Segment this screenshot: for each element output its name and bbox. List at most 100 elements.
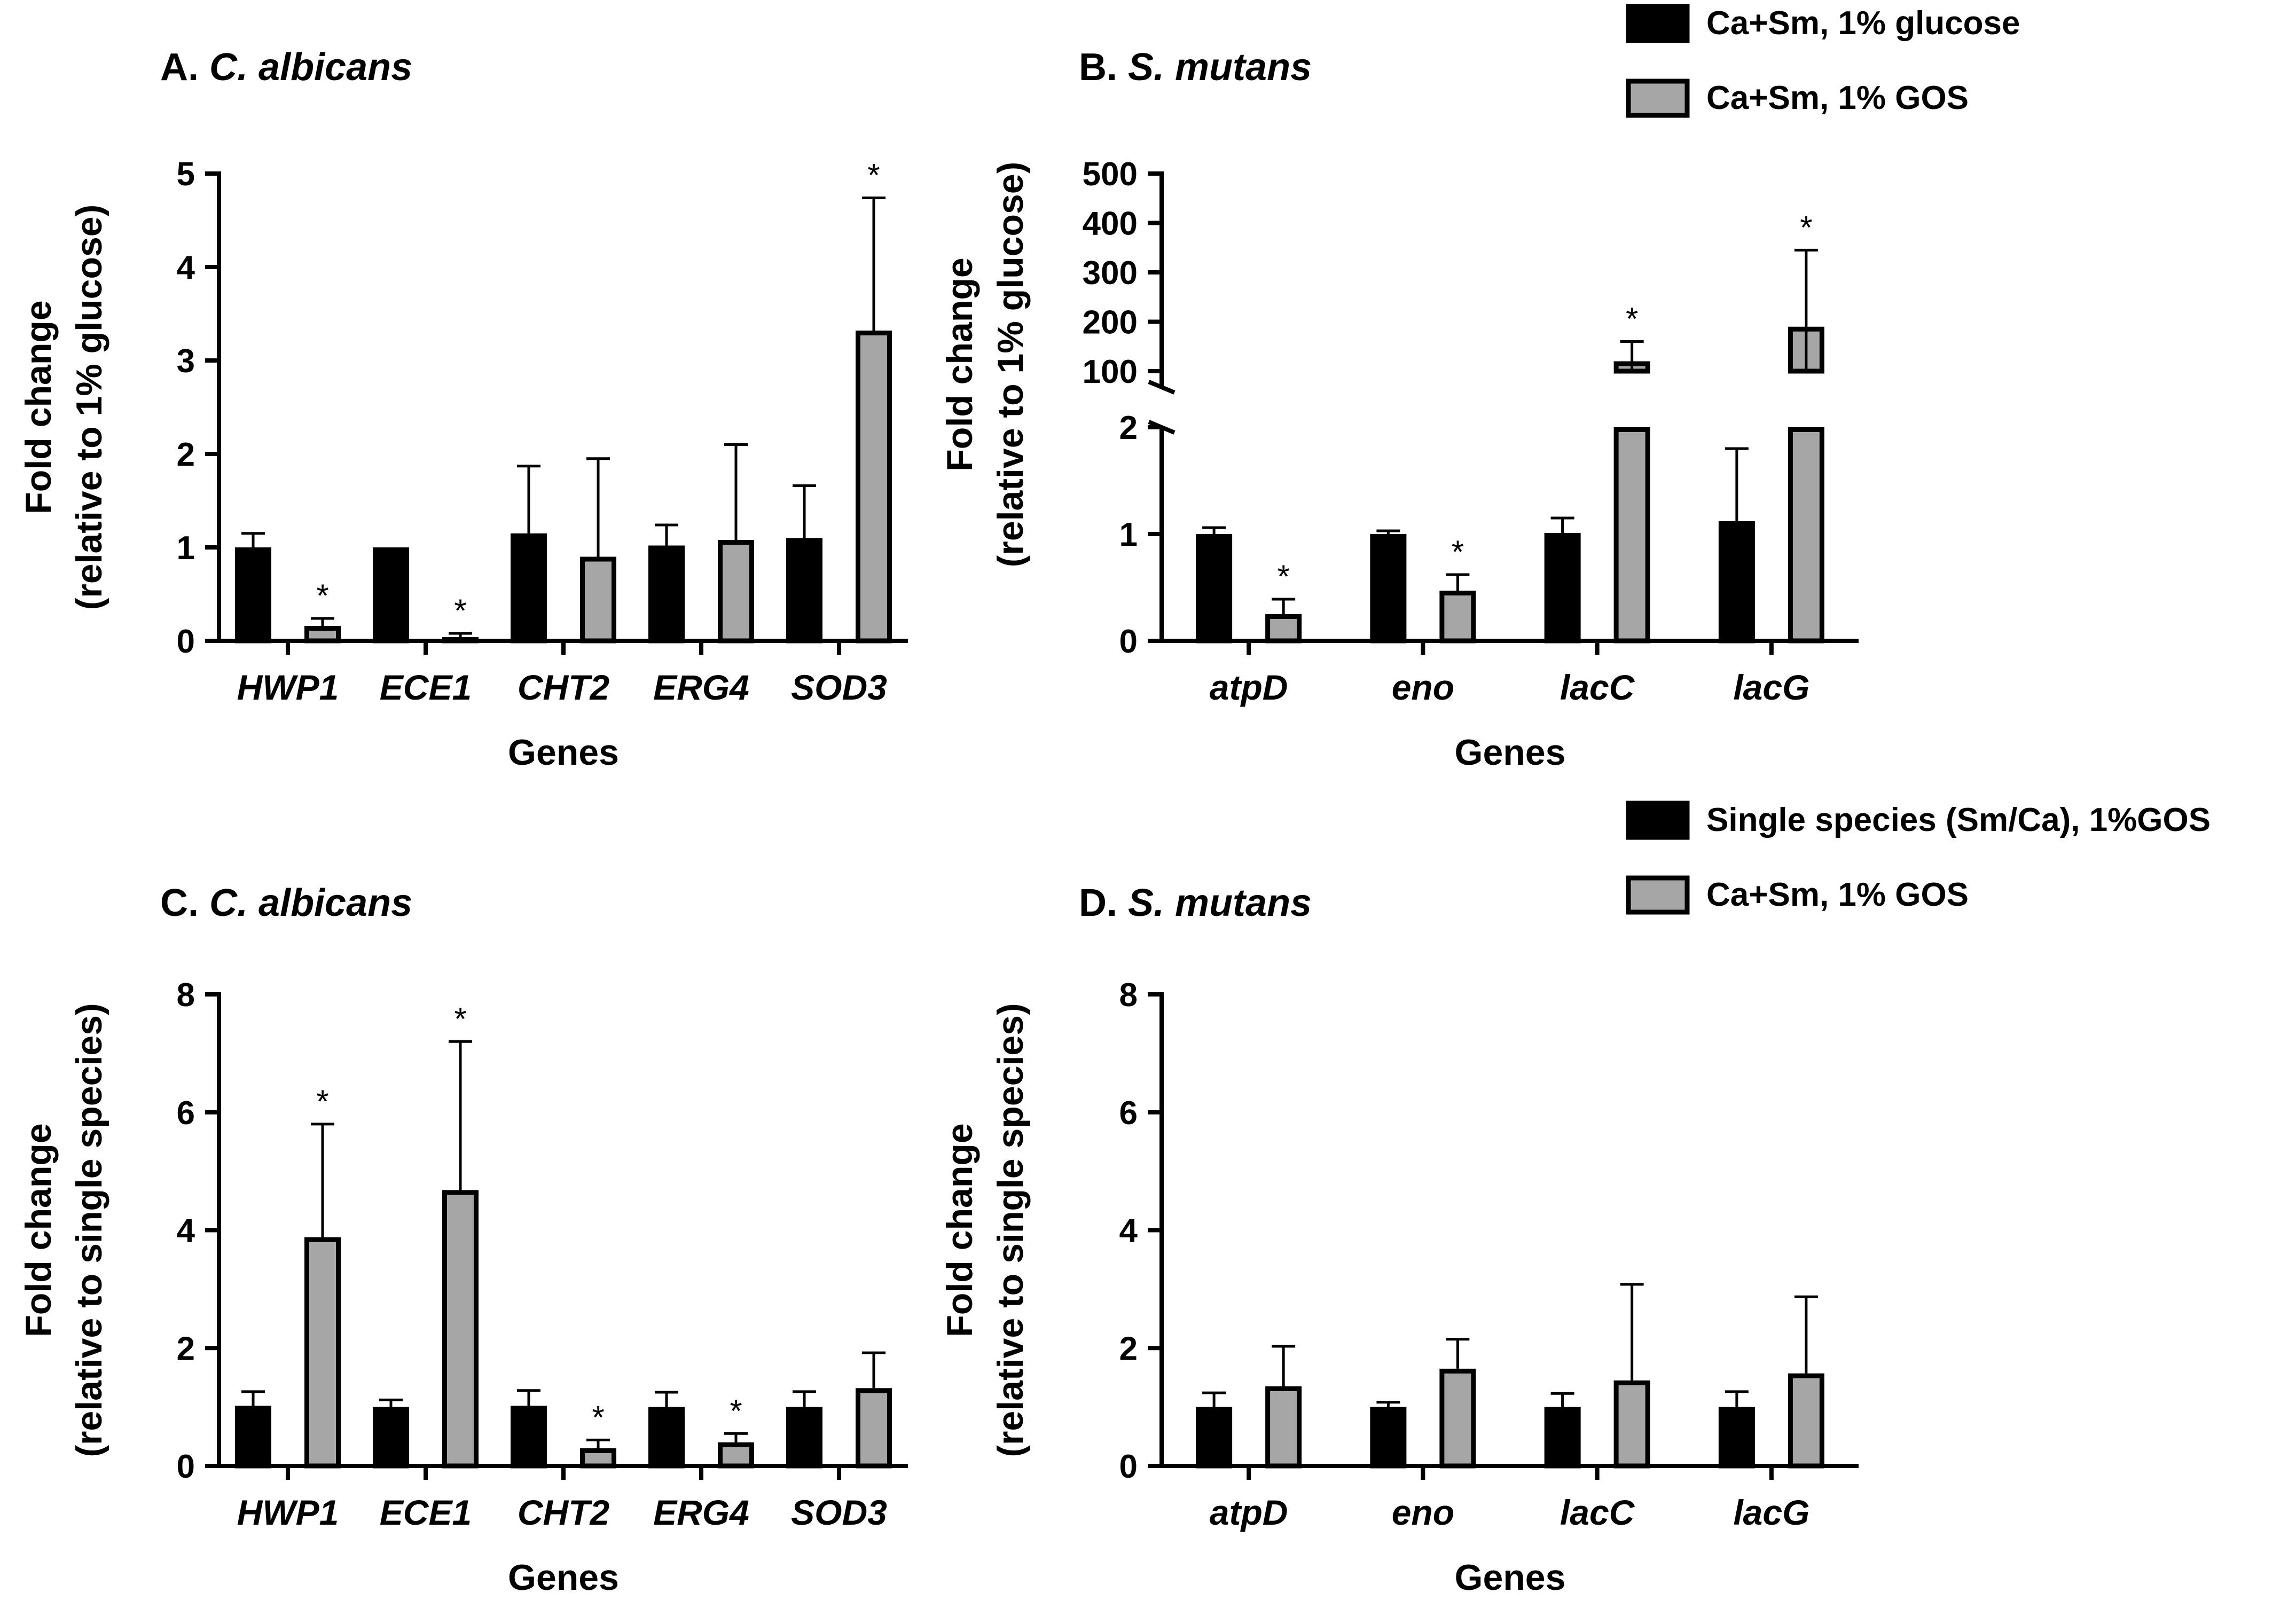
- bar: [1613, 1380, 1650, 1469]
- panel-b: B. S. mutans Fold change (relative to 1% g…: [939, 46, 1859, 773]
- legend-label: Ca+Sm, 1% GOS: [1706, 80, 1969, 116]
- bar: [373, 1407, 409, 1469]
- bar: [1265, 614, 1302, 644]
- significance-star: *: [867, 158, 880, 193]
- x-tick-label: atpD: [1210, 668, 1288, 707]
- y-tick-label: 1: [177, 530, 195, 567]
- x-tick-label: CHT2: [518, 1493, 610, 1532]
- y-tick-label: 4: [177, 249, 195, 286]
- bar: [1370, 1407, 1407, 1469]
- panel-species: S. mutans: [1128, 46, 1312, 89]
- x-tick-label: HWP1: [237, 668, 339, 707]
- bar: [442, 1190, 479, 1469]
- x-tick-label: ERG4: [653, 1493, 749, 1532]
- panel-title: A. C. albicans: [160, 46, 412, 89]
- bar: [1544, 1407, 1581, 1469]
- bar: [786, 1407, 822, 1469]
- x-tick-label: CHT2: [518, 668, 610, 707]
- x-axis-label: Genes: [508, 732, 619, 773]
- x-tick-label: eno: [1392, 1493, 1454, 1532]
- y-tick-label: 5: [177, 156, 195, 193]
- y-tick-label: 100: [1083, 354, 1138, 390]
- x-tick-label: lacG: [1733, 1493, 1809, 1532]
- y-axis-label-sub: (relative to 1% glucose): [990, 162, 1031, 568]
- x-tick-label: ECE1: [380, 1493, 472, 1532]
- x-tick-label: lacG: [1733, 668, 1809, 707]
- significance-star: *: [592, 1399, 604, 1435]
- legend-label: Ca+Sm, 1% glucose: [1706, 5, 2020, 42]
- legend-swatch: [1626, 875, 1690, 915]
- bar: [580, 556, 616, 644]
- panel-title: C. C. albicans: [160, 882, 412, 924]
- y-tick-label: 0: [177, 1448, 195, 1485]
- bar: [580, 1448, 616, 1469]
- bar: [1196, 534, 1233, 644]
- bar: [786, 538, 822, 644]
- y-axis-label: Fold change: [18, 1123, 59, 1337]
- bar: [1265, 1386, 1302, 1469]
- legend-swatch: [1626, 4, 1690, 43]
- y-axis-label-sub: (relative to single species): [69, 1003, 109, 1457]
- x-tick-label: HWP1: [237, 1493, 339, 1532]
- legend-swatch: [1626, 801, 1690, 840]
- y-tick-label: 4: [177, 1213, 195, 1250]
- legend-swatch: [1626, 79, 1690, 118]
- x-tick-label: SOD3: [791, 1493, 887, 1532]
- bar: [1788, 1373, 1824, 1469]
- x-axis-label: Genes: [508, 1557, 619, 1598]
- bar: [1788, 427, 1824, 644]
- bar: [1718, 1407, 1755, 1469]
- significance-star: *: [1452, 534, 1464, 570]
- x-tick-label: lacC: [1560, 668, 1635, 707]
- y-axis-label-sub: (relative to single species): [990, 1003, 1031, 1457]
- legend-a-b: Ca+Sm, 1% glucose Ca+Sm, 1% GOS: [1626, 4, 2020, 118]
- legend-c-d: Single species (Sm/Ca), 1%GOS Ca+Sm, 1% G…: [1626, 801, 2211, 915]
- significance-star: *: [730, 1393, 742, 1429]
- x-axis-label: Genes: [1455, 732, 1566, 773]
- y-tick-label: 3: [177, 343, 195, 380]
- panel-species: C. albicans: [209, 882, 412, 924]
- bar: [1439, 591, 1476, 644]
- panel-d: D. S. mutans Fold change (relative to sing…: [939, 882, 1859, 1598]
- y-tick-label: 200: [1083, 304, 1138, 341]
- y-tick-label: 8: [177, 977, 195, 1014]
- y-tick-label: 4: [1119, 1213, 1138, 1250]
- y-tick-label: 6: [1119, 1095, 1138, 1132]
- y-tick-label: 6: [177, 1095, 195, 1132]
- x-tick-label: SOD3: [791, 668, 887, 707]
- bar: [1544, 533, 1581, 644]
- x-tick-label: ERG4: [653, 668, 749, 707]
- bar: [1718, 521, 1755, 644]
- panel-title: D. S. mutans: [1079, 882, 1312, 924]
- y-axis-label-sub: (relative to 1% glucose): [69, 205, 109, 610]
- bar: [648, 545, 685, 644]
- significance-star: *: [1800, 209, 1812, 245]
- bar: [1196, 1407, 1233, 1469]
- y-tick-label: 2: [1119, 1330, 1138, 1367]
- y-tick-label: 2: [1119, 410, 1138, 446]
- bar: [1613, 427, 1650, 644]
- x-axis-label: Genes: [1455, 1557, 1566, 1598]
- bar: [856, 331, 892, 644]
- panel-letter: A.: [160, 46, 209, 89]
- y-tick-label: 2: [177, 1330, 195, 1367]
- panel-species: S. mutans: [1128, 882, 1312, 924]
- bar: [1439, 1368, 1476, 1469]
- significance-star: *: [316, 1084, 328, 1119]
- y-tick-label: 0: [177, 623, 195, 660]
- bar: [1370, 534, 1407, 644]
- panel-c: C. C. albicans Fold change (relative to si…: [18, 882, 908, 1598]
- y-tick-label: 1: [1119, 516, 1138, 553]
- bar: [648, 1407, 685, 1469]
- x-tick-label: ECE1: [380, 668, 472, 707]
- y-tick-label: 500: [1083, 156, 1138, 193]
- bar: [511, 533, 547, 644]
- bar: [511, 1406, 547, 1469]
- y-axis-label: Fold change: [18, 300, 59, 514]
- significance-star: *: [316, 578, 328, 614]
- x-tick-label: lacC: [1560, 1493, 1635, 1532]
- significance-star: *: [1277, 559, 1289, 594]
- bar: [373, 547, 409, 644]
- panel-title: B. S. mutans: [1079, 46, 1312, 89]
